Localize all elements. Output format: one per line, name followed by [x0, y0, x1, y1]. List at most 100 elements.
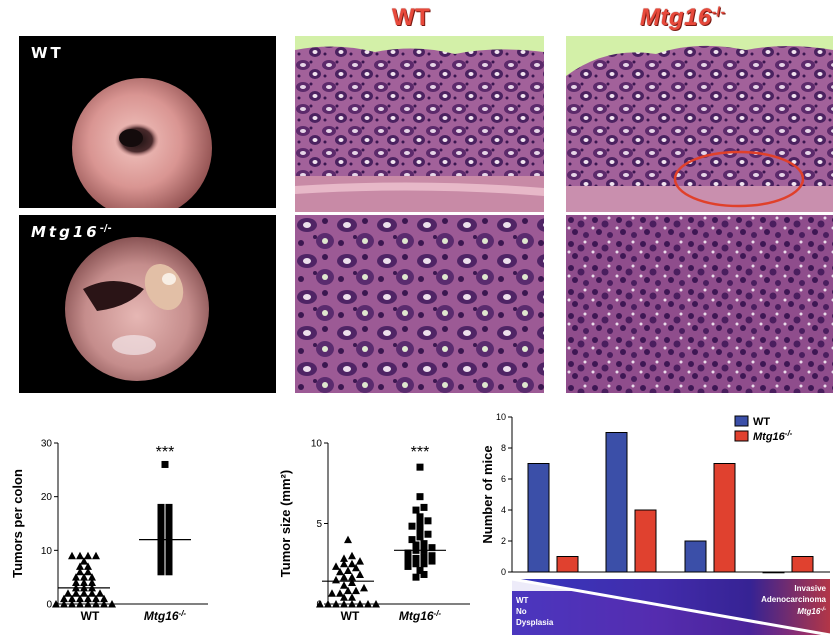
gradient-label-right-3: Mtg16-/-	[797, 607, 826, 616]
data-point-triangle	[72, 578, 80, 587]
endoscopy-mtg16-panel: Mtg16-/-	[19, 215, 276, 393]
header-wt: WT	[392, 4, 431, 31]
endoscopy-mtg16-label: Mtg16-/-	[31, 223, 112, 241]
data-point-square	[157, 541, 165, 549]
data-point-square	[165, 503, 173, 511]
data-point-triangle	[76, 551, 84, 560]
endoscopy-wt-panel: WT	[19, 36, 276, 218]
histology-wt-highmag	[295, 215, 544, 393]
data-point-triangle	[340, 581, 348, 589]
y-axis-title: Tumors per colon	[10, 469, 25, 578]
data-point-square	[404, 556, 412, 564]
chart-tumors-per-colon: 0 10 20 30 Tumors per colon WT Mtg16-/- ***	[10, 439, 208, 623]
data-point-triangle	[92, 551, 100, 560]
data-point-square	[412, 541, 420, 549]
data-point-square	[165, 562, 173, 570]
histology-wt-lowmag	[295, 36, 544, 212]
endoscopy-wt-image	[72, 78, 212, 218]
data-point-triangle	[72, 573, 80, 581]
data-point-square	[420, 560, 428, 568]
data-point-square	[420, 570, 428, 578]
data-point-triangle	[88, 573, 96, 581]
y-tick-label: 10	[41, 546, 53, 557]
data-point-square	[412, 506, 420, 514]
x-tick-label: Mtg16-/-	[399, 609, 442, 623]
data-point-triangle	[52, 600, 60, 608]
bar-wt	[684, 540, 707, 573]
data-point-triangle	[60, 600, 68, 608]
data-point-square	[165, 546, 173, 554]
data-point-square	[408, 522, 416, 530]
data-point-triangle	[92, 600, 100, 608]
y-axis-title: Number of mice	[480, 445, 495, 543]
data-point-square	[165, 520, 173, 527]
lesion-circle	[673, 150, 805, 208]
data-point-triangle	[348, 578, 356, 587]
y-tick-label: 5	[316, 519, 322, 530]
data-point-triangle	[100, 594, 108, 603]
data-point-triangle	[84, 551, 92, 560]
data-point-triangle	[100, 600, 108, 608]
y-tick-label: 2	[501, 536, 506, 546]
data-point-square	[165, 541, 173, 549]
y-tick-label: 30	[41, 439, 53, 450]
x-tick-label: Mtg16-/-	[144, 609, 187, 623]
data-point-square	[420, 553, 428, 561]
y-tick-label: 0	[46, 600, 52, 611]
data-point-square	[428, 557, 436, 565]
gradient-label-right-2: Adenocarcinoma	[761, 595, 826, 604]
data-point-square	[420, 503, 428, 511]
gradient-label-left-3: Dysplasia	[516, 618, 554, 627]
data-point-triangle	[356, 557, 364, 565]
data-point-square	[157, 525, 165, 533]
data-point-triangle	[316, 600, 324, 608]
data-point-triangle	[80, 589, 88, 597]
data-point-triangle	[344, 566, 352, 574]
data-point-square	[165, 552, 173, 560]
data-point-triangle	[332, 562, 340, 570]
data-point-triangle	[80, 573, 88, 581]
data-point-triangle	[348, 593, 356, 601]
data-point-square	[157, 552, 165, 560]
data-point-square	[404, 562, 412, 570]
legend-swatch-wt	[734, 415, 749, 427]
data-point-triangle	[76, 562, 84, 570]
data-point-triangle	[348, 600, 356, 608]
data-point-triangle	[60, 594, 68, 603]
data-point-triangle	[336, 589, 344, 597]
significance-label: ***	[156, 444, 175, 461]
data-point-triangle	[68, 594, 76, 603]
data-point-square	[416, 493, 424, 501]
data-point-triangle	[332, 600, 340, 608]
severity-wedge	[512, 579, 582, 591]
data-point-square	[416, 513, 424, 521]
data-point-square	[157, 530, 165, 538]
data-point-square	[416, 533, 424, 541]
data-point-triangle	[348, 551, 356, 560]
data-point-square	[165, 509, 173, 517]
data-point-triangle	[72, 589, 80, 597]
bar-mtg16	[556, 556, 579, 573]
data-point-triangle	[96, 589, 104, 597]
data-point-triangle	[356, 570, 364, 578]
data-point-triangle	[328, 589, 336, 597]
data-point-square	[157, 520, 165, 527]
legend-swatch-mtg16	[734, 430, 749, 442]
data-point-triangle	[344, 586, 352, 595]
y-tick-label: 4	[501, 505, 506, 515]
data-point-square	[412, 573, 420, 581]
gradient-label-left-2: No	[516, 607, 527, 616]
data-point-square	[424, 530, 432, 538]
data-point-triangle	[68, 551, 76, 560]
bar-wt	[527, 463, 550, 573]
y-tick-label: 6	[501, 474, 506, 484]
data-point-triangle	[344, 535, 352, 544]
data-point-square	[428, 552, 436, 560]
data-point-square	[157, 557, 165, 565]
data-point-triangle	[84, 562, 92, 570]
data-point-square	[165, 514, 173, 522]
data-point-square	[157, 562, 165, 570]
y-tick-label: 0	[501, 567, 506, 577]
data-point-square	[157, 509, 165, 517]
